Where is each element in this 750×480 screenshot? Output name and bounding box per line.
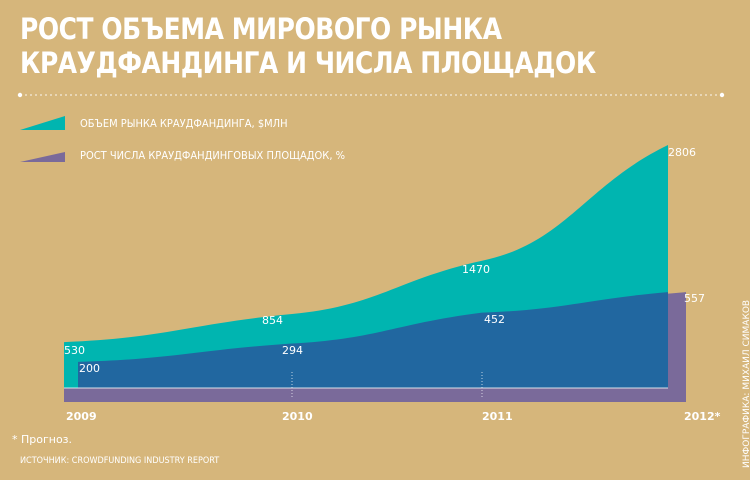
legend-label-platforms: РОСТ ЧИСЛА КРАУДФАНДИНГОВЫХ ПЛОЩАДОК, % [80,149,346,162]
data-label-platforms: 200 [79,362,100,375]
data-label-market: 854 [262,314,283,327]
x-tick-label: 2010 [282,410,313,423]
x-tick-label: 2011 [482,410,513,423]
data-label-market: 2806 [668,146,696,159]
plot-area: 2009 2010 2011 2012* 530 854 1470 2806 200 294 452… [64,145,721,423]
data-label-platforms: 557 [684,292,705,305]
x-tick-label: 2009 [66,410,97,423]
source-note: ИСТОЧНИК: CROWDFUNDING INDUSTRY REPORT [20,456,220,466]
divider-dot-right [719,92,725,98]
x-tick-label: 2012* [684,410,721,423]
forecast-footnote: * Прогноз. [12,433,73,446]
legend-swatch-market [20,116,65,130]
data-label-market: 530 [64,344,85,357]
legend-label-market: ОБЪЕМ РЫНКА КРАУДФАНДИНГА, $МЛН [80,117,288,130]
data-label-market: 1470 [462,263,490,276]
data-label-platforms: 452 [484,313,505,326]
infographic-credit: ИНФОГРАФИКА: МИХАИЛ СИМАКОВ [742,299,750,468]
legend-swatch-platforms [20,152,65,162]
data-label-platforms: 294 [282,344,303,357]
series-area-platforms [78,292,668,388]
divider-dot-left [17,92,23,98]
chart-title: РОСТ ОБЪЕМА МИРОВОГО РЫНКА КРАУДФАНДИНГА… [20,12,596,80]
